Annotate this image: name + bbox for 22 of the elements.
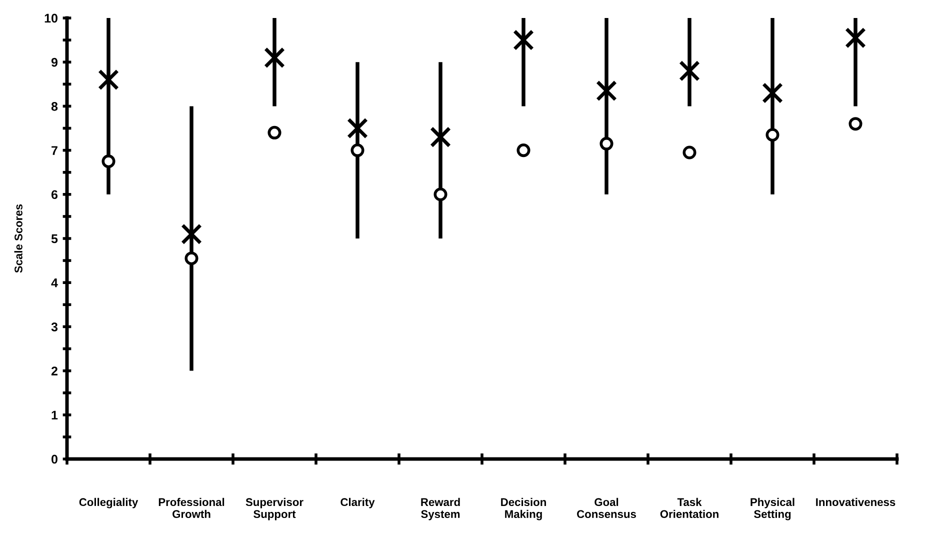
y-axis-title: Scale Scores	[14, 204, 22, 273]
x-tick-label: Professional Growth	[158, 498, 224, 518]
x-tick-label: Innovativeness	[816, 498, 896, 506]
y-tick-label: 6	[51, 190, 58, 200]
y-tick-label: 0	[52, 454, 58, 464]
y-tick-label: 2	[51, 366, 58, 376]
x-tick-label: Decision Making	[501, 498, 546, 520]
y-tick-label: 8	[51, 102, 58, 111]
y-tick-label: 9	[51, 58, 58, 67]
x-tick-label: Clarity	[340, 498, 375, 508]
x-tick-label: Supervisor Support	[246, 498, 304, 520]
y-tick-label: 4	[51, 278, 58, 288]
y-tick-label: 7	[52, 146, 58, 155]
y-tick-label: 1	[52, 410, 58, 420]
x-tick-label: Reward System	[421, 498, 460, 520]
x-tick-label: Goal Consensus	[577, 498, 636, 518]
x-tick-label: Physical Setting	[750, 498, 794, 520]
y-tick-label: 10	[44, 14, 58, 23]
y-tick-label: 5	[51, 234, 58, 244]
y-tick-label: 3	[51, 322, 58, 332]
x-tick-label: Collegiality	[79, 498, 138, 508]
x-tick-label: Task Orientation	[660, 498, 718, 518]
